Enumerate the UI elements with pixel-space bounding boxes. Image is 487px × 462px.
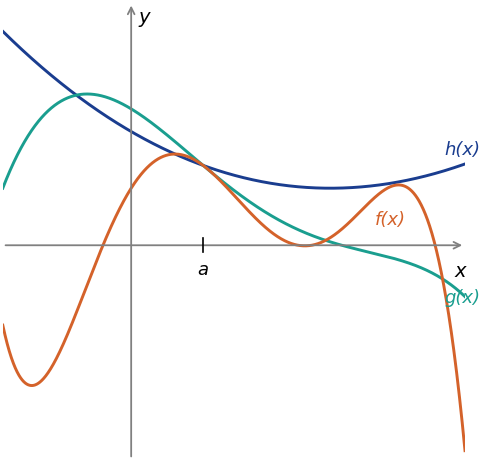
Text: y: y xyxy=(139,8,150,27)
Text: x: x xyxy=(454,262,466,281)
Text: g(x): g(x) xyxy=(445,289,481,307)
Text: f(x): f(x) xyxy=(375,212,406,230)
Text: a: a xyxy=(198,261,208,279)
Text: h(x): h(x) xyxy=(445,141,481,159)
